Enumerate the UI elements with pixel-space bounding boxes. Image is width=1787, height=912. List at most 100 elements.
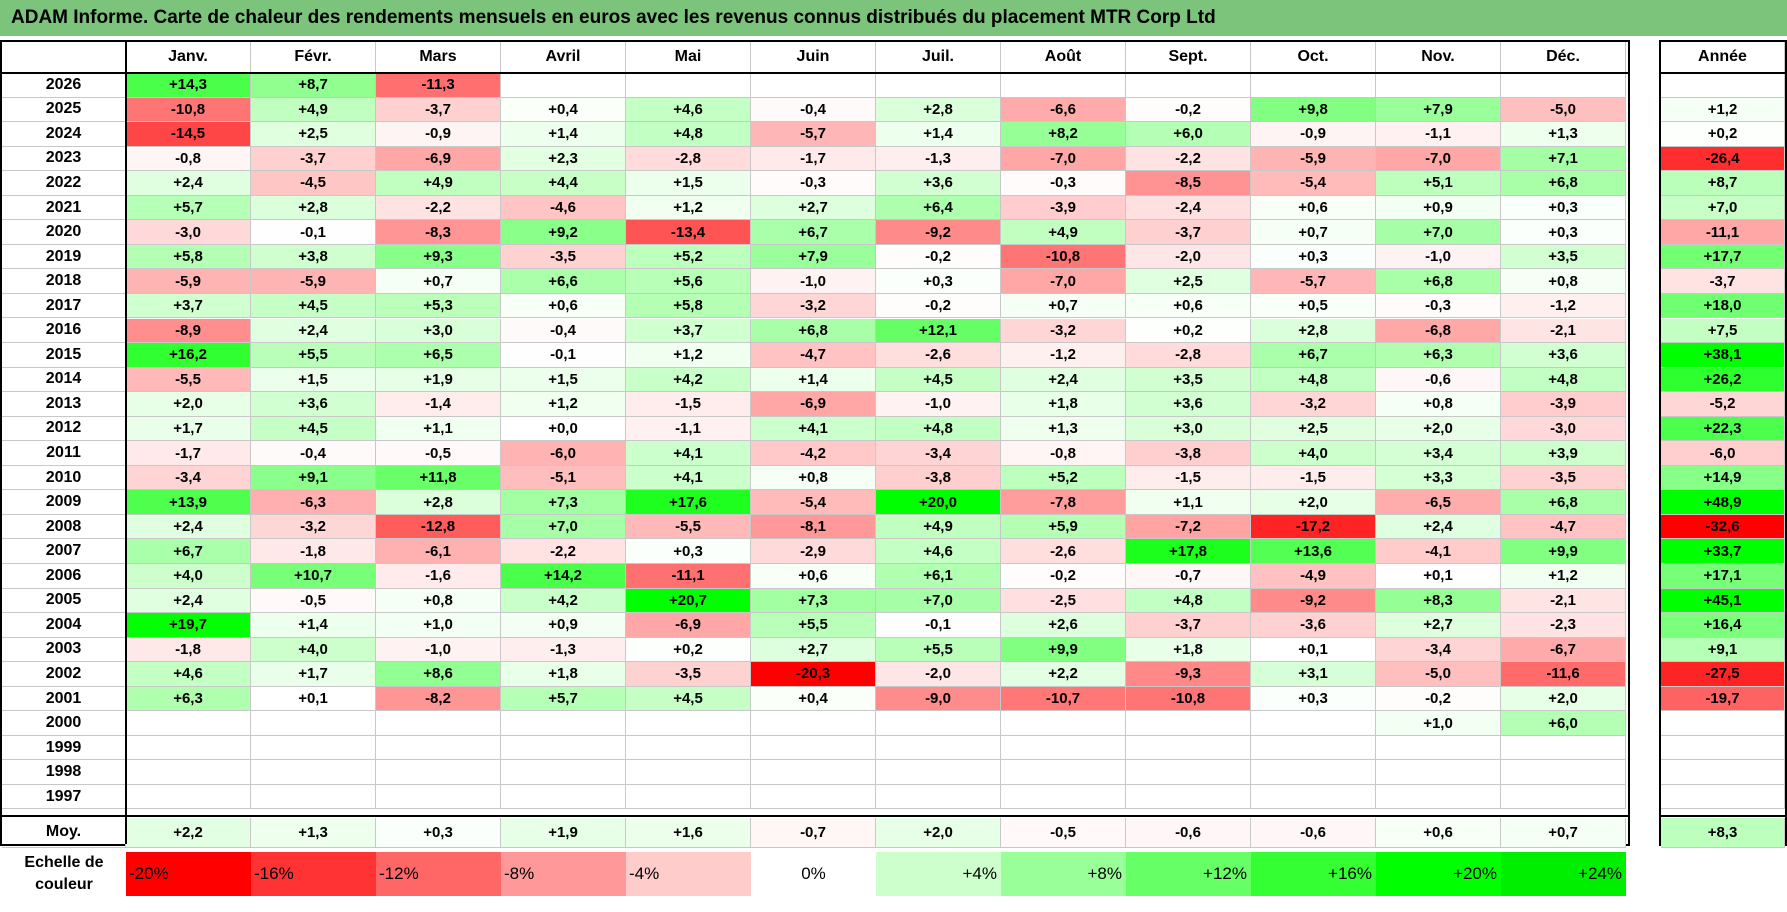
heat-cell: -5,5 [126, 367, 251, 393]
heat-cell: -3,7 [251, 146, 376, 172]
heat-cell: -3,5 [626, 662, 751, 687]
heat-cell: +6,8 [1501, 490, 1626, 515]
heat-cell: -10,8 [126, 97, 251, 123]
annual-cell: -5,2 [1661, 392, 1785, 417]
heat-cell: +0,3 [876, 269, 1001, 294]
average-cell: -0,7 [751, 817, 876, 848]
heat-cell: +1,7 [251, 662, 376, 687]
heat-cell: +4,1 [626, 441, 751, 466]
heat-cell: +9,9 [1501, 539, 1626, 564]
annual-cell: +7,0 [1661, 195, 1785, 221]
year-label: 2007 [2, 539, 126, 564]
heat-cell [1376, 73, 1501, 98]
heat-cell: +12,1 [876, 318, 1001, 344]
heat-cell: -1,6 [376, 564, 501, 589]
heat-cell: +0,3 [1501, 220, 1626, 245]
month-header: Juil. [876, 42, 1001, 73]
heat-cell: +20,7 [626, 588, 751, 614]
annual-cell: +18,0 [1661, 293, 1785, 319]
average-separator [1661, 814, 1785, 817]
heat-cell: -0,2 [876, 244, 1001, 270]
color-scale-step: +12% [1126, 852, 1251, 896]
year-label: 2010 [2, 465, 126, 491]
heat-cell: +10,7 [251, 564, 376, 589]
heat-cell: +2,5 [1251, 416, 1376, 442]
heat-cell: -3,5 [501, 244, 626, 270]
heat-cell: +5,7 [501, 686, 626, 712]
heat-cell: -0,7 [1126, 564, 1251, 589]
heat-cell: +1,4 [251, 613, 376, 638]
heat-cell: +3,7 [626, 318, 751, 344]
annual-cell: +45,1 [1661, 588, 1785, 614]
heat-cell: -3,5 [1501, 465, 1626, 491]
year-label: 2021 [2, 195, 126, 221]
heat-cell: +4,8 [1251, 367, 1376, 393]
heat-cell: -1,1 [626, 416, 751, 442]
heat-cell: +0,4 [751, 686, 876, 712]
color-scale-step: +24% [1501, 852, 1626, 896]
heat-cell: +1,2 [626, 343, 751, 368]
heat-cell: +2,8 [376, 490, 501, 515]
heat-cell: +4,4 [501, 171, 626, 196]
heat-cell: -11,1 [626, 564, 751, 589]
heat-cell: -5,7 [751, 122, 876, 147]
average-cell: -0,5 [1001, 817, 1126, 848]
heat-cell: +0,3 [1251, 244, 1376, 270]
average-cell: +2,2 [126, 817, 251, 848]
heat-cell: -10,8 [1126, 686, 1251, 712]
heat-cell: -6,3 [251, 490, 376, 515]
heat-cell: -1,5 [1251, 465, 1376, 491]
heat-cell: -8,2 [376, 686, 501, 712]
heat-cell: +8,7 [251, 73, 376, 98]
heat-cell: +1,1 [376, 416, 501, 442]
heat-cell [376, 784, 501, 810]
heat-cell [751, 784, 876, 810]
heat-cell: -7,0 [1376, 146, 1501, 172]
heat-cell: -0,1 [876, 613, 1001, 638]
annual-cell: +22,3 [1661, 416, 1785, 442]
heat-cell: -8,1 [751, 514, 876, 540]
heat-cell: +3,6 [1126, 392, 1251, 417]
heat-cell: +14,2 [501, 564, 626, 589]
heat-cell: -1,5 [626, 392, 751, 417]
year-label: 2015 [2, 343, 126, 368]
heat-cell: +7,0 [501, 514, 626, 540]
heat-cell: +6,8 [1501, 171, 1626, 196]
heat-cell: +20,0 [876, 490, 1001, 515]
heat-cell: -6,8 [1376, 318, 1501, 344]
heat-cell [876, 784, 1001, 810]
heat-cell: -4,5 [251, 171, 376, 196]
heat-cell: +9,3 [376, 244, 501, 270]
heat-cell: +5,1 [1376, 171, 1501, 196]
heat-cell: +6,8 [1376, 269, 1501, 294]
heat-cell: -2,0 [876, 662, 1001, 687]
heat-cell: +1,8 [1001, 392, 1126, 417]
heat-cell: -3,9 [1001, 195, 1126, 221]
heat-cell [751, 711, 876, 736]
heat-cell [751, 73, 876, 98]
heat-cell: +3,9 [1501, 441, 1626, 466]
heat-cell: -3,0 [1501, 416, 1626, 442]
heat-cell: +7,3 [501, 490, 626, 515]
heat-cell: +4,6 [626, 97, 751, 123]
heat-cell [126, 735, 251, 761]
heat-cell: -0,2 [1001, 564, 1126, 589]
heat-cell: +8,2 [1001, 122, 1126, 147]
heat-cell: -0,3 [1376, 293, 1501, 319]
heat-cell: +2,4 [126, 588, 251, 614]
annual-cell [1661, 735, 1785, 761]
heat-cell: -2,2 [501, 539, 626, 564]
heat-cell: +17,6 [626, 490, 751, 515]
heat-cell: +1,2 [626, 195, 751, 221]
heat-cell: -4,1 [1376, 539, 1501, 564]
heat-cell: +14,3 [126, 73, 251, 98]
heat-cell: -3,2 [251, 514, 376, 540]
heat-cell: +5,5 [751, 613, 876, 638]
annual-cell: +26,2 [1661, 367, 1785, 393]
heat-cell: +7,0 [1376, 220, 1501, 245]
heat-cell: -20,3 [751, 662, 876, 687]
heat-cell: +2,7 [751, 637, 876, 663]
heat-cell [1501, 73, 1626, 98]
heat-cell [1001, 73, 1126, 98]
heat-cell [1251, 711, 1376, 736]
